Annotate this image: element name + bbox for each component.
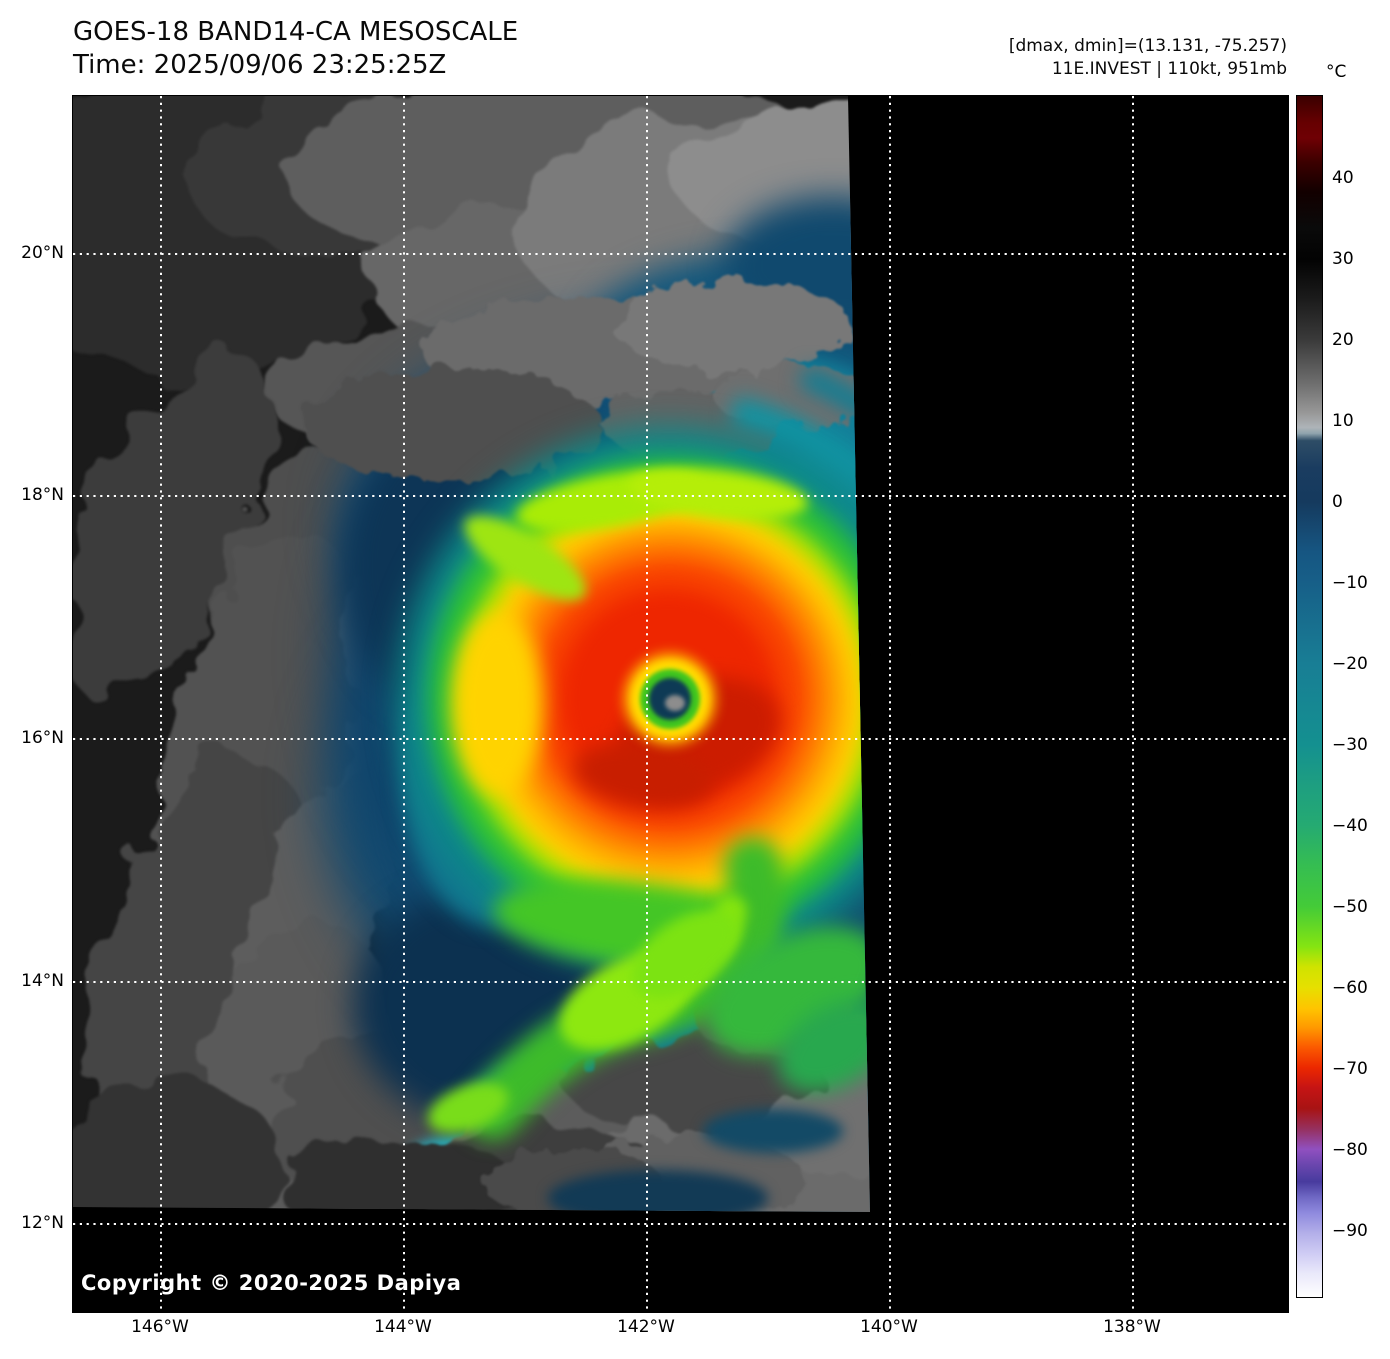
colorbar-tick-m20: −20 xyxy=(1332,654,1368,674)
plot-title: GOES-18 BAND14-CA MESOSCALE xyxy=(73,17,519,47)
colorbar-tick-m60: −60 xyxy=(1332,978,1368,998)
map-plot: Copyright © 2020-2025 Dapiya xyxy=(72,95,1289,1313)
colorbar-tick-m80: −80 xyxy=(1332,1140,1368,1160)
lat-tick-12n: 12°N xyxy=(21,1213,64,1233)
gridlines xyxy=(73,96,1288,1312)
satellite-image xyxy=(73,96,1288,1312)
lon-tick-146w: 146°W xyxy=(131,1317,189,1337)
hurricane xyxy=(398,427,870,971)
lon-tick-140w: 140°W xyxy=(860,1317,918,1337)
annotation-block: [dmax, dmin]=(13.131, -75.257) 11E.INVES… xyxy=(1009,35,1287,81)
colorbar-tick-30: 30 xyxy=(1332,249,1354,269)
stats-annotation: [dmax, dmin]=(13.131, -75.257) xyxy=(1008,36,1287,56)
colorbar-tick-m10: −10 xyxy=(1332,573,1368,593)
storm-eye xyxy=(624,653,716,745)
colorbar-tick-m30: −30 xyxy=(1332,735,1368,755)
lat-tick-20n: 20°N xyxy=(21,243,64,263)
lat-tick-16n: 16°N xyxy=(21,728,64,748)
colorbar-tick-m70: −70 xyxy=(1332,1059,1368,1079)
storm-annotation: 11E.INVEST | 110kt, 951mb xyxy=(1051,59,1287,79)
colorbar-gradient xyxy=(1296,95,1323,1298)
title-block: GOES-18 BAND14-CA MESOSCALE Time: 2025/0… xyxy=(73,16,518,82)
lon-tick-144w: 144°W xyxy=(374,1317,432,1337)
lat-tick-18n: 18°N xyxy=(21,485,64,505)
lon-tick-138w: 138°W xyxy=(1103,1317,1161,1337)
lon-tick-142w: 142°W xyxy=(617,1317,675,1337)
colorbar-tick-m90: −90 xyxy=(1332,1221,1368,1241)
colorbar-tick-20: 20 xyxy=(1332,330,1354,350)
satellite-data-layer xyxy=(73,96,870,1212)
colorbar-tick-m40: −40 xyxy=(1332,816,1368,836)
colorbar-tick-10: 10 xyxy=(1332,411,1354,431)
spiral-band xyxy=(427,837,870,1140)
colorbar-unit-label: °C xyxy=(1326,62,1347,82)
lat-tick-14n: 14°N xyxy=(21,971,64,991)
colorbar-tick-m50: −50 xyxy=(1332,897,1368,917)
colorbar-tick-40: 40 xyxy=(1332,168,1354,188)
copyright-watermark: Copyright © 2020-2025 Dapiya xyxy=(81,1271,462,1295)
colorbar-tick-0: 0 xyxy=(1332,492,1343,512)
plot-time: Time: 2025/09/06 23:25:25Z xyxy=(73,50,447,80)
